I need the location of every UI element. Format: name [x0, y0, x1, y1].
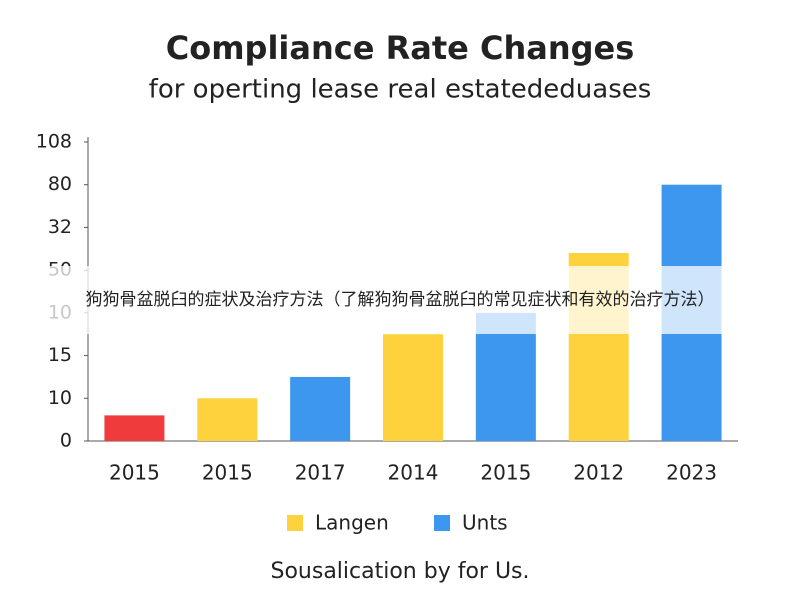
overlay-band — [0, 266, 800, 334]
bar — [475, 312, 536, 441]
x-tick-label: 2015 — [202, 461, 253, 485]
x-tick-label: 2012 — [573, 461, 624, 485]
legend-swatch — [434, 515, 450, 531]
y-tick-label: 80 — [48, 173, 72, 195]
overlay-text: 狗狗骨盆脱臼的症状及治疗方法（了解狗狗骨盆脱臼的常见症状和有效的治疗方法） — [86, 290, 715, 310]
y-tick-label: 0 — [60, 430, 72, 452]
caption: Sousalication by for Us. — [270, 559, 529, 584]
chart-title: Compliance Rate Changes — [166, 29, 635, 67]
bar — [104, 415, 165, 441]
legend-label: Langen — [315, 511, 389, 535]
bar — [197, 398, 258, 441]
legend-label: Unts — [462, 511, 508, 535]
x-tick-label: 2014 — [388, 461, 439, 485]
x-tick-label: 2017 — [295, 461, 346, 485]
x-tick-label: 2023 — [666, 461, 717, 485]
bar — [383, 334, 443, 441]
x-tick-label: 2015 — [480, 461, 531, 485]
legend-swatch — [287, 515, 303, 531]
bar — [290, 376, 351, 441]
y-tick-label: 15 — [48, 344, 72, 366]
y-tick-label: 10 — [48, 387, 72, 409]
chart-subtitle: for operting lease real estatededuases — [149, 75, 652, 105]
x-tick-label: 2015 — [109, 461, 160, 485]
y-tick-label: 108 — [36, 131, 72, 153]
y-tick-label: 32 — [48, 216, 72, 238]
